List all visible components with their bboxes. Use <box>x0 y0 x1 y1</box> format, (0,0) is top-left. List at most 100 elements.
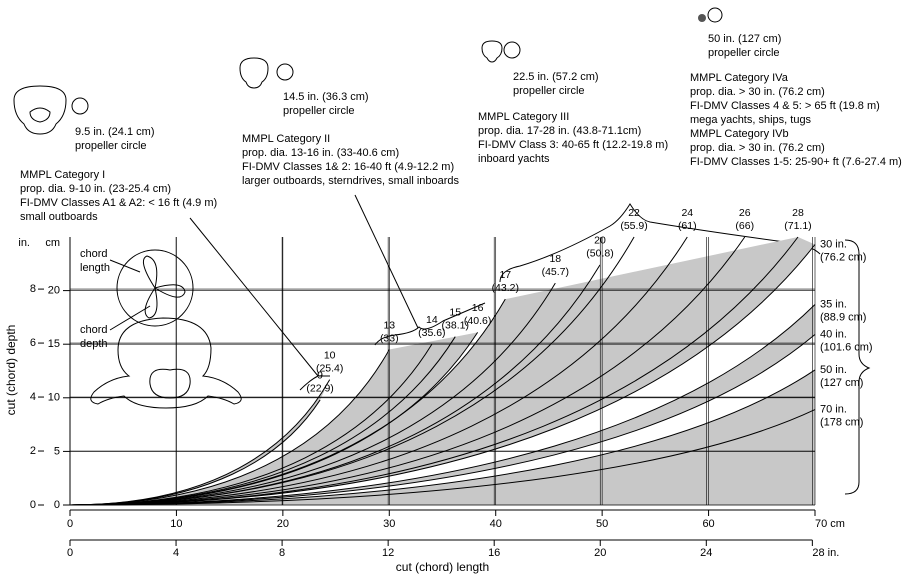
curve-label: (50.8) <box>586 248 613 260</box>
propeller-icon <box>503 41 521 59</box>
propeller-inset <box>116 249 194 327</box>
y-tick-label: 0 <box>54 499 60 511</box>
brace <box>374 302 486 346</box>
annotation: propeller circle <box>708 47 780 59</box>
y2-tick-label: 4 <box>30 391 36 403</box>
y2-tick-label: 6 <box>30 337 36 349</box>
manatee-inset <box>90 317 242 409</box>
y-axis-title: cut (chord) depth <box>4 325 18 416</box>
curve-label: 16 <box>472 302 484 314</box>
curve-label: (178 cm) <box>820 416 863 428</box>
curve <box>69 369 816 506</box>
annotation: 9.5 in. (24.1 cm) <box>75 126 154 138</box>
curve-label: 26 <box>739 207 751 219</box>
annotation: 22.5 in. (57.2 cm) <box>513 71 599 83</box>
x-tick-label: 30 <box>383 518 395 530</box>
y-tick-label: 20 <box>48 285 60 297</box>
x2-tick-label: 24 <box>700 547 712 559</box>
curve-label: (45.7) <box>542 266 569 278</box>
y2-tick-label: 0 <box>30 499 36 511</box>
shaded-band <box>70 332 478 505</box>
curve-label: 40 in. <box>820 328 847 340</box>
curve <box>69 298 506 506</box>
x2-tick-label: 8 <box>279 547 285 559</box>
curve-label: 18 <box>549 253 561 265</box>
curve-label: (66) <box>735 220 754 232</box>
x-tick-label: 0 <box>67 518 73 530</box>
curve-label: (88.9 cm) <box>820 311 866 323</box>
annotation: prop. dia. 9-10 in. (23-25.4 cm) <box>20 183 171 195</box>
x2-tick-label: 16 <box>488 547 500 559</box>
annotation: larger outboards, sterndrives, small inb… <box>242 175 460 187</box>
curve <box>69 236 746 506</box>
annotation: MMPL Category IVb <box>690 128 789 140</box>
annotation: FI-DMV Class 3: 40-65 ft (12.2-19.8 m) <box>478 139 668 151</box>
y-unit: in. <box>18 237 30 249</box>
curve-label: 28 <box>792 207 804 219</box>
curve-label: (55.9) <box>620 220 647 232</box>
inset-label: chord <box>80 248 108 260</box>
annotation: prop. dia. > 30 in. (76.2 cm) <box>690 142 825 154</box>
x2-tick-label: 28 in. <box>812 547 839 559</box>
inset-label: chord <box>80 324 108 336</box>
inset-label: length <box>80 262 110 274</box>
inset-label: depth <box>80 338 108 350</box>
curve-label: (43.2) <box>492 282 519 294</box>
curve-label: 10 <box>324 349 336 361</box>
x-axis-title: cut (chord) length <box>396 560 489 574</box>
annotation: MMPL Category III <box>478 111 569 123</box>
brace <box>844 239 871 495</box>
annotation: MMPL Category IVa <box>690 72 789 84</box>
curve-label: (101.6 cm) <box>820 341 873 353</box>
annotation: FI-DMV Classes A1 & A2: < 16 ft (4.9 m) <box>20 197 217 209</box>
curve-label: (38.1) <box>442 319 469 331</box>
propeller-blades <box>142 255 186 319</box>
propeller-icon <box>276 63 294 81</box>
curve <box>69 334 816 506</box>
brace <box>299 375 330 391</box>
curve <box>69 379 331 506</box>
annotation: prop. dia. 13-16 in. (33-40.6 cm) <box>242 147 399 159</box>
annotation: MMPL Category II <box>242 133 330 145</box>
leader-line <box>189 217 319 377</box>
curve-label: 9 <box>317 370 323 382</box>
curve-label: 24 <box>681 207 693 219</box>
x-tick-label: 10 <box>170 518 182 530</box>
shaded-band <box>70 237 815 505</box>
y-unit: cm <box>45 237 60 249</box>
curve-label: 14 <box>426 314 438 326</box>
manatee-icon <box>698 14 706 22</box>
bands <box>70 237 815 505</box>
manatee-icon <box>239 57 269 89</box>
curve-label: (33) <box>380 332 399 344</box>
manatee-icon <box>13 85 67 135</box>
annotation: 14.5 in. (36.3 cm) <box>283 91 369 103</box>
y2-tick-label: 2 <box>30 445 36 457</box>
manatee-icon <box>481 40 503 63</box>
curve <box>69 244 816 506</box>
curve-label: (71.1) <box>784 220 811 232</box>
y-tick-label: 5 <box>54 445 60 457</box>
x-tick-label: 70 cm <box>815 518 845 530</box>
x-tick-label: 50 <box>596 518 608 530</box>
leader-line <box>354 194 419 329</box>
curve-label: 17 <box>499 269 511 281</box>
curve-label: (35.6) <box>418 327 445 339</box>
annotation: mega yachts, ships, tugs <box>690 114 812 126</box>
annotation: small outboards <box>20 211 98 223</box>
curve <box>69 236 799 506</box>
curve <box>69 282 556 506</box>
curve-label: 30 in. <box>820 238 847 250</box>
annotation: prop. dia. > 30 in. (76.2 cm) <box>690 86 825 98</box>
curve-label: 22 <box>628 207 640 219</box>
curve-label: (40.6) <box>464 315 491 327</box>
curve-label: (22.9) <box>306 383 333 395</box>
grid <box>69 237 816 506</box>
y2-tick-label: 8 <box>30 283 36 295</box>
propeller-icon <box>71 97 89 115</box>
curve-label: 15 <box>449 306 461 318</box>
curve-label: 35 in. <box>820 298 847 310</box>
annotation: FI-DMV Classes 4 & 5: > 65 ft (19.8 m) <box>690 100 880 112</box>
propeller-icon <box>707 7 723 23</box>
x2-tick-label: 12 <box>382 547 394 559</box>
